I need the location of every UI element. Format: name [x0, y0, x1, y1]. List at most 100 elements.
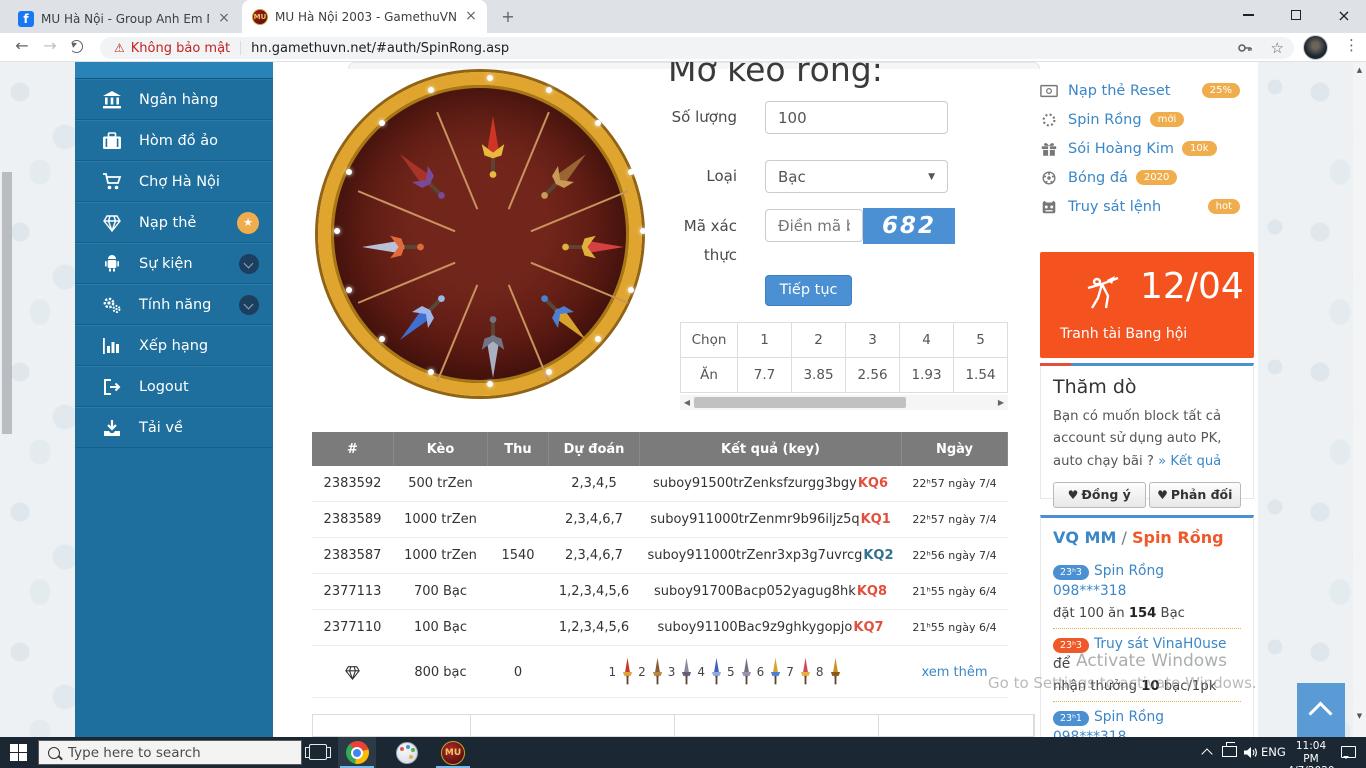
cell-id: 2383592 [323, 476, 382, 491]
wheel-light-dot [628, 169, 634, 175]
cell-ngay: 22ʰ56 ngày 7/4 [912, 549, 997, 562]
wheel-weapon-icon [388, 284, 456, 352]
wheel-light-dot [487, 75, 493, 81]
feed-link[interactable]: Truy sát VinaH0use [1093, 636, 1227, 652]
taskbar-chrome[interactable] [338, 737, 376, 768]
type-select[interactable]: Bạc ▼ [765, 160, 948, 193]
quick-link-soi-hoang-kim[interactable]: Sói Hoàng Kim 10k [1040, 134, 1256, 163]
poll-result-link[interactable]: » Kết quả [1158, 453, 1222, 469]
tab-facebook[interactable]: f MU Hà Nội - Group Anh Em MU × [8, 4, 240, 33]
scroll-right-icon[interactable]: ▶ [997, 398, 1005, 407]
scroll-to-top-button[interactable] [1297, 683, 1345, 737]
sidebar-item-cho-ha-noi[interactable]: Chợ Hà Nội [75, 161, 273, 202]
xem-them-link[interactable]: xem thêm [921, 664, 988, 680]
close-tab-icon[interactable]: × [465, 7, 477, 24]
odds-cell: 1.93 [900, 358, 954, 393]
cell-keo: 1000 trZen [404, 512, 477, 527]
taskbar-mu-game[interactable]: MU [434, 737, 472, 768]
volume-icon[interactable] [1243, 746, 1258, 759]
feed-detail: đặt 100 ăn 154 Bạc [1053, 606, 1241, 621]
wheel-light-dot [595, 336, 601, 342]
taskbar-search[interactable]: Type here to search [38, 740, 302, 765]
sidebar-item-nap-the[interactable]: Nạp thẻ ★ [75, 202, 273, 243]
event-banner[interactable]: 12/04 Tranh tài Bang hội [1040, 252, 1254, 358]
quick-link-bong-da[interactable]: Bóng đá 2020 [1040, 163, 1256, 192]
show-hidden-icons-chevron[interactable] [1201, 748, 1213, 760]
time-badge: 23ʰ3 [1053, 638, 1089, 653]
sidebar-item-hom-do-ao[interactable]: Hòm đồ ảo [75, 120, 273, 161]
captcha-image[interactable]: 682 [863, 208, 955, 244]
wheel-weapon-icon [530, 142, 598, 210]
sidebar-item-xep-hang[interactable]: Xếp hạng [75, 325, 273, 366]
sidebar-item-su-kien[interactable]: Sự kiện [75, 243, 273, 284]
feed-link[interactable]: Spin Rồng 098***318 [1053, 709, 1164, 737]
activate-windows-watermark: Activate Windows [1076, 651, 1227, 671]
disagree-button[interactable]: ♥ Phản đối [1148, 482, 1241, 509]
poll-question-text: Bạn có muốn block tất cả account sử dụng… [1053, 409, 1222, 469]
feed-detail-value: 154 [1128, 606, 1157, 621]
language-indicator[interactable]: ENG [1261, 745, 1286, 759]
column-header: Thu [488, 432, 549, 466]
feed-link[interactable]: Spin Rồng 098***318 [1053, 563, 1164, 599]
quick-link-truy-sat-lenh[interactable]: Truy sát lệnh hot [1040, 192, 1256, 221]
scroll-up-icon[interactable]: ▲ [1356, 66, 1363, 74]
window-close-button[interactable]: × [1337, 5, 1351, 25]
taskbar-paint[interactable] [388, 737, 426, 768]
feed-title-vqmm[interactable]: VQ MM [1053, 528, 1117, 547]
password-key-icon[interactable] [1237, 40, 1253, 56]
feed-detail-pre: đặt 100 ăn [1053, 606, 1129, 621]
chevron-down-icon [239, 253, 259, 274]
reload-button[interactable] [70, 40, 83, 53]
column-header: Kết quả (key) [640, 432, 902, 466]
wheel-light-dot [346, 287, 352, 293]
feed-title-spinrong[interactable]: Spin Rồng [1131, 528, 1224, 547]
new-tab-button[interactable]: + [501, 7, 515, 26]
sidebar-item-ngan-hang[interactable]: Ngân hàng [75, 79, 273, 120]
scroll-down-icon[interactable]: ▼ [1356, 712, 1363, 720]
window-minimize-button[interactable] [1232, 0, 1264, 30]
taskbar-clock[interactable]: 11:04 PM 4/7/2020 [1287, 740, 1335, 768]
submit-button[interactable]: Tiếp tục [765, 275, 852, 306]
odds-cell: 2.56 [846, 358, 900, 393]
close-tab-icon[interactable]: × [218, 9, 230, 26]
profile-avatar[interactable] [1303, 35, 1328, 60]
quick-link-spin-rong[interactable]: Spin Rồng mới [1040, 105, 1256, 134]
quick-link-nap-the-reset[interactable]: Nạp thẻ Reset 25% [1040, 76, 1256, 105]
page-scrollbar[interactable]: ▲ ▼ [1353, 62, 1366, 737]
security-warning-label: Không bảo mật [130, 40, 231, 56]
back-button[interactable]: ← [15, 36, 29, 55]
scrollbar-thumb[interactable] [694, 397, 906, 408]
scrollbar-thumb[interactable] [1, 172, 12, 434]
results-table: # Kèo Thu Dự đoán Kết quả (key) Ngày 238… [312, 432, 1008, 698]
wheel-weapon-icon [388, 142, 456, 210]
qty-input[interactable] [765, 101, 948, 134]
tab-mu-hanoi[interactable]: MU MU Hà Nội 2003 - GamethuVN.ne × [242, 0, 487, 33]
bookmark-star-icon[interactable]: ☆ [1270, 39, 1284, 57]
sidebar-item-tinh-nang[interactable]: Tính năng [75, 284, 273, 325]
cell-thu [488, 574, 549, 609]
diamond-icon [103, 214, 121, 232]
forward-button[interactable]: → [43, 36, 57, 55]
feed-title-separator: / [1116, 528, 1132, 547]
weapon-item-icon [830, 657, 840, 685]
sidebar-item-tai-ve[interactable]: Tải về [75, 407, 273, 448]
action-center-icon[interactable] [1341, 746, 1356, 759]
cell-icon [312, 646, 394, 698]
address-bar[interactable]: ⚠ Không bảo mật hn.gamethuvn.net/#auth/S… [100, 37, 1294, 59]
task-view-button[interactable] [305, 744, 331, 760]
key-text: suboy911000trZenr3xp3g7uvrcg [647, 548, 863, 563]
browser-menu-icon[interactable]: ⋮ [1344, 36, 1359, 54]
agree-button[interactable]: ♥ Đồng ý [1053, 482, 1146, 509]
sidebar-item-logout[interactable]: Logout [75, 366, 273, 407]
horizontal-scrollbar[interactable]: ◀ ▶ [680, 395, 1008, 410]
odds-header-cell: 5 [954, 323, 1008, 358]
window-restore-button[interactable] [1280, 0, 1312, 30]
caret-down-icon: ▼ [928, 171, 935, 182]
scroll-left-icon[interactable]: ◀ [683, 398, 691, 407]
captcha-input[interactable] [765, 209, 863, 242]
quick-link-label: Nạp thẻ Reset [1068, 82, 1171, 99]
start-button[interactable] [10, 744, 27, 761]
cell-id: 2383589 [323, 512, 382, 527]
cell-thu [488, 466, 549, 501]
network-icon[interactable] [1222, 742, 1237, 757]
